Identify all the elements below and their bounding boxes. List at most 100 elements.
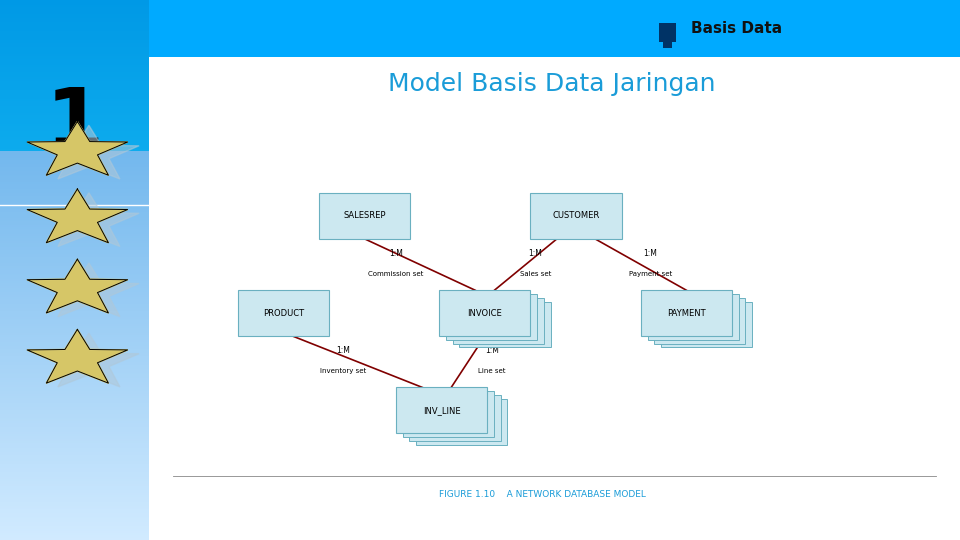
Bar: [0, 97, 149, 99]
Text: 1:M: 1:M: [528, 249, 542, 258]
Bar: [0, 430, 149, 432]
Bar: [0, 495, 149, 497]
Bar: [0, 331, 149, 333]
Bar: [0, 76, 149, 77]
Bar: [0, 389, 149, 390]
Bar: [0, 333, 149, 335]
FancyBboxPatch shape: [403, 391, 494, 437]
Bar: [0, 223, 149, 225]
Bar: [0, 401, 149, 403]
Bar: [0, 463, 149, 464]
Bar: [0, 477, 149, 479]
Bar: [0, 74, 149, 76]
Bar: [0, 31, 149, 32]
Polygon shape: [27, 329, 128, 383]
Bar: [0, 137, 149, 139]
Bar: [0, 245, 149, 247]
Bar: [0, 115, 149, 117]
Bar: [0, 414, 149, 416]
FancyBboxPatch shape: [459, 301, 551, 348]
Bar: [149, 0, 960, 540]
Bar: [0, 439, 149, 441]
Bar: [0, 173, 149, 174]
Bar: [0, 394, 149, 396]
Bar: [0, 85, 149, 86]
Bar: [0, 393, 149, 394]
Bar: [0, 326, 149, 328]
Bar: [0, 443, 149, 444]
Bar: [0, 412, 149, 414]
Bar: [0, 236, 149, 238]
Bar: [0, 335, 149, 336]
Bar: [0, 123, 149, 124]
Bar: [0, 538, 149, 540]
Polygon shape: [27, 259, 128, 313]
Bar: [0, 286, 149, 288]
Polygon shape: [27, 122, 128, 175]
Bar: [0, 153, 149, 155]
Bar: [0, 25, 149, 27]
Bar: [0, 238, 149, 239]
Bar: [0, 515, 149, 517]
Bar: [0, 180, 149, 182]
Bar: [0, 196, 149, 198]
Bar: [0, 77, 149, 79]
Bar: [0, 488, 149, 490]
Bar: [0, 482, 149, 484]
Bar: [0, 425, 149, 427]
Bar: [0, 101, 149, 103]
Bar: [0, 45, 149, 47]
Bar: [0, 356, 149, 358]
Bar: [0, 481, 149, 482]
Bar: [0, 117, 149, 119]
Bar: [0, 167, 149, 169]
Bar: [0, 166, 149, 167]
Bar: [0, 428, 149, 430]
Bar: [659, 23, 676, 42]
Bar: [0, 387, 149, 389]
Bar: [0, 396, 149, 398]
Bar: [0, 454, 149, 455]
Polygon shape: [38, 193, 139, 246]
Bar: [0, 329, 149, 331]
FancyBboxPatch shape: [655, 298, 745, 344]
Bar: [0, 218, 149, 220]
Polygon shape: [27, 189, 128, 242]
Bar: [0, 83, 149, 85]
Text: Basis Data: Basis Data: [691, 21, 782, 36]
Bar: [0, 376, 149, 378]
Bar: [0, 479, 149, 481]
Bar: [0, 509, 149, 511]
Text: Line set: Line set: [478, 368, 506, 374]
Bar: [0, 277, 149, 279]
Bar: [0, 274, 149, 275]
Bar: [0, 128, 149, 130]
Bar: [0, 459, 149, 461]
Bar: [0, 96, 149, 97]
Bar: [0, 177, 149, 178]
Bar: [0, 207, 149, 209]
Bar: [0, 4, 149, 5]
Bar: [0, 93, 149, 96]
Bar: [0, 302, 149, 304]
Bar: [0, 92, 149, 93]
Bar: [0, 265, 149, 266]
Bar: [0, 150, 149, 151]
FancyBboxPatch shape: [660, 301, 753, 348]
Bar: [0, 131, 149, 133]
Text: Commission set: Commission set: [369, 271, 423, 277]
Text: SALESREP: SALESREP: [344, 212, 386, 220]
Bar: [0, 88, 149, 90]
FancyBboxPatch shape: [453, 298, 543, 344]
Bar: [0, 533, 149, 535]
Bar: [0, 221, 149, 223]
Bar: [0, 313, 149, 315]
Bar: [0, 444, 149, 447]
Bar: [0, 254, 149, 255]
Bar: [0, 65, 149, 66]
Bar: [0, 464, 149, 466]
Bar: [0, 336, 149, 339]
Bar: [0, 270, 149, 272]
FancyBboxPatch shape: [530, 193, 621, 239]
Bar: [0, 169, 149, 171]
